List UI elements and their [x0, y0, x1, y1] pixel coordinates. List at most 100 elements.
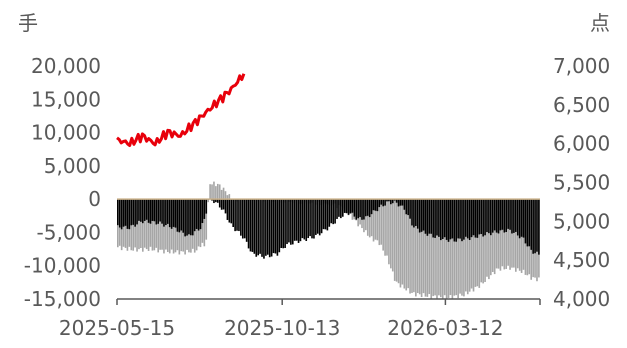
black-bar: [194, 199, 196, 231]
right-axis-unit: 点: [590, 11, 610, 35]
black-bar: [417, 199, 419, 229]
black-bar: [140, 199, 142, 222]
gray-bar: [215, 186, 217, 199]
black-bar: [457, 199, 459, 238]
black-bar: [330, 199, 332, 223]
left-axis-tick: 0: [88, 187, 101, 211]
black-bar: [244, 199, 246, 238]
black-bar: [125, 199, 127, 226]
black-bar: [363, 199, 365, 219]
black-bar: [334, 199, 336, 223]
black-bar: [329, 199, 331, 227]
x-axis-tick: 2025-10-13: [224, 316, 340, 340]
black-bar: [359, 199, 361, 217]
black-bar: [134, 199, 136, 227]
black-bar: [144, 199, 146, 221]
black-bar: [490, 199, 492, 235]
black-bar: [342, 199, 344, 217]
black-bar: [461, 199, 463, 241]
gray-bar: [213, 182, 215, 200]
left-axis-tick: 10,000: [31, 121, 101, 145]
black-bar: [221, 199, 223, 210]
gray-bar: [400, 199, 402, 287]
black-bar: [279, 199, 281, 252]
gray-bar: [390, 199, 392, 268]
black-bar: [304, 199, 306, 239]
black-bar: [382, 199, 384, 206]
black-bar: [146, 199, 148, 220]
black-bar: [323, 199, 325, 229]
black-bar: [184, 199, 186, 236]
left-axis-unit: 手: [18, 11, 38, 35]
black-bar: [269, 199, 271, 257]
black-bar: [267, 199, 269, 255]
black-bar: [277, 199, 279, 256]
black-bar: [261, 199, 263, 257]
black-bar: [275, 199, 277, 253]
black-bar: [152, 199, 154, 221]
black-bar: [432, 199, 434, 237]
right-axis-tick: 4,000: [553, 287, 610, 311]
black-bar: [373, 199, 375, 210]
black-bar: [223, 199, 225, 209]
black-bar: [459, 199, 461, 238]
black-bar: [375, 199, 377, 211]
black-bar: [317, 199, 319, 234]
black-bar: [434, 199, 436, 238]
black-bar: [402, 199, 404, 205]
black-bar: [190, 199, 192, 235]
gray-bar: [209, 184, 211, 199]
black-bar: [313, 199, 315, 238]
black-bar: [350, 199, 352, 213]
black-bar: [284, 199, 286, 248]
black-bar: [136, 199, 138, 224]
black-bar: [369, 199, 371, 217]
left-axis-tick: 20,000: [31, 54, 101, 78]
black-bar: [196, 199, 198, 229]
black-bar: [165, 199, 167, 225]
black-bar: [523, 199, 525, 237]
black-bar: [315, 199, 317, 235]
black-bar: [378, 199, 380, 207]
black-bar: [440, 199, 442, 240]
black-bar: [357, 199, 359, 218]
black-bar: [513, 199, 515, 233]
x-axis-tick: 2025-05-15: [59, 316, 175, 340]
right-axis-tick: 5,000: [553, 209, 610, 233]
black-bar: [488, 199, 490, 233]
price-line: [117, 74, 244, 146]
black-bar: [344, 199, 346, 213]
black-bar: [496, 199, 498, 232]
black-bar: [509, 199, 511, 230]
black-bar: [507, 199, 509, 229]
black-bar: [532, 199, 534, 254]
black-bar: [282, 199, 284, 248]
black-bar: [311, 199, 313, 238]
x-axis-tick: 2026-03-12: [387, 316, 503, 340]
black-bar: [475, 199, 477, 237]
black-bar: [338, 199, 340, 217]
black-bar: [150, 199, 152, 224]
black-bar: [182, 199, 184, 233]
black-bar: [528, 199, 530, 246]
gray-bar: [402, 199, 404, 284]
black-bar: [123, 199, 125, 227]
black-bar: [380, 199, 382, 205]
black-bar: [355, 199, 357, 220]
black-bar: [177, 199, 179, 232]
black-bar: [411, 199, 413, 225]
black-bar: [453, 199, 455, 241]
left-axis-tick: 5,000: [44, 154, 101, 178]
gray-bar: [396, 199, 398, 282]
black-bar: [478, 199, 480, 234]
black-bar: [159, 199, 161, 221]
gray-bar: [221, 190, 223, 199]
black-bar: [327, 199, 329, 230]
black-bar: [502, 199, 504, 230]
black-bar: [430, 199, 432, 234]
gray-bar: [382, 199, 384, 250]
black-bar: [230, 199, 232, 223]
black-bar: [242, 199, 244, 238]
gray-bar: [388, 199, 390, 264]
black-bar: [121, 199, 123, 229]
